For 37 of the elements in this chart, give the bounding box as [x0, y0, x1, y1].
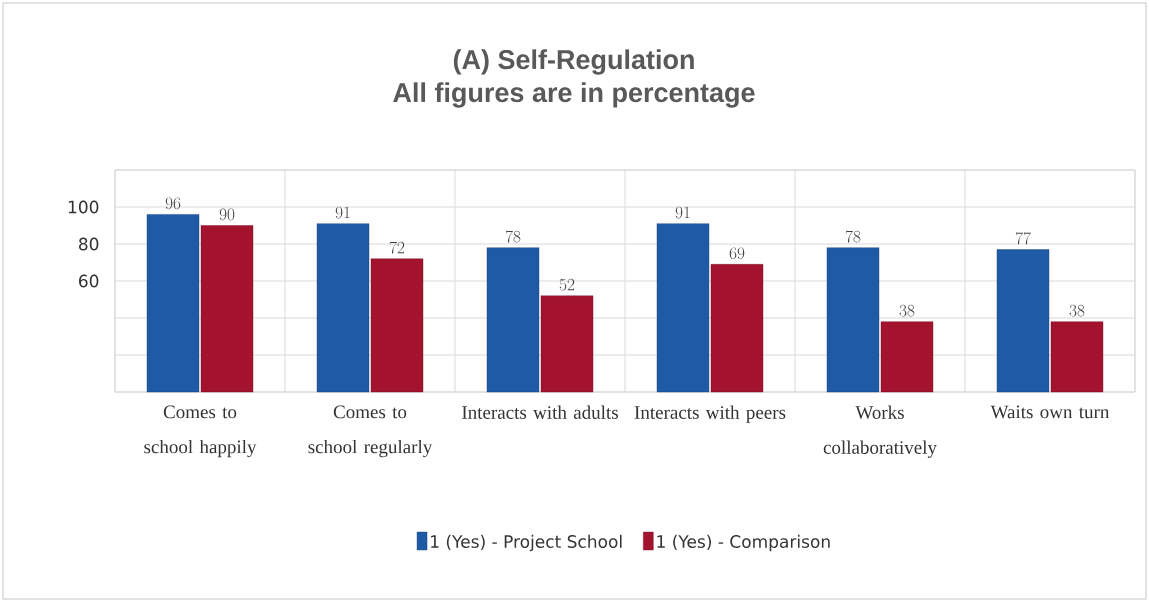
data-label: 52: [559, 278, 575, 291]
bar: [710, 264, 764, 393]
x-tick-label: Interacts with peers: [634, 405, 786, 423]
data-label: 90: [219, 208, 235, 221]
legend-label: 1 (Yes) - Project School: [431, 534, 622, 552]
data-label: 96: [165, 197, 181, 210]
bar: [146, 214, 200, 393]
data-label: 77: [1015, 232, 1031, 245]
bar: [1050, 321, 1104, 393]
bar: [656, 223, 710, 393]
x-tick-label: Waits own turn: [990, 405, 1110, 419]
y-tick-label: 100: [68, 200, 99, 214]
data-label: 91: [335, 206, 350, 219]
legend-label: 1 (Yes) - Comparison: [657, 534, 830, 552]
x-tick-label: Interacts with adults: [462, 405, 618, 419]
bar: [486, 247, 540, 393]
chart-title: (A) Self-Regulation: [453, 49, 694, 75]
bar: [540, 295, 594, 393]
data-label: 38: [1069, 304, 1085, 317]
data-label: 78: [505, 230, 521, 243]
bar: [826, 247, 880, 393]
y-tick-label: 80: [79, 237, 99, 251]
x-tick-label: Comes to school happily: [144, 405, 257, 458]
x-tick-label: Works collaboratively: [823, 405, 937, 458]
bar: [880, 321, 934, 393]
bar: [996, 249, 1050, 393]
y-tick-label: 60: [79, 274, 99, 288]
data-label: 38: [899, 304, 915, 317]
x-tick-label: Comes to school regularly: [308, 405, 433, 458]
data-label: 91: [675, 206, 690, 219]
data-label: 69: [729, 247, 745, 260]
bar: [316, 223, 370, 393]
chart-subtitle: All figures are in percentage: [393, 82, 755, 108]
data-label: 72: [389, 241, 405, 254]
bar: [370, 258, 424, 393]
bar: [200, 225, 254, 393]
data-label: 78: [845, 230, 861, 243]
